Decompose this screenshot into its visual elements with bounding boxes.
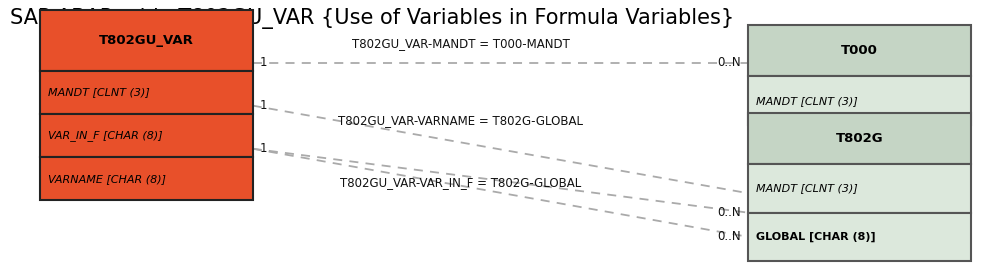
Text: 1: 1 [260, 99, 268, 112]
FancyBboxPatch shape [748, 164, 971, 213]
Text: T802GU_VAR-MANDT = T000-MANDT: T802GU_VAR-MANDT = T000-MANDT [352, 37, 570, 49]
Text: MANDT [CLNT (3)]: MANDT [CLNT (3)] [756, 183, 858, 193]
Text: SAP ABAP table T802GU_VAR {Use of Variables in Formula Variables}: SAP ABAP table T802GU_VAR {Use of Variab… [10, 8, 734, 29]
Text: 0..N: 0..N [717, 230, 741, 243]
FancyBboxPatch shape [748, 213, 971, 261]
Text: MANDT [CLNT (3)]: MANDT [CLNT (3)] [756, 96, 858, 106]
Text: T000: T000 [841, 44, 878, 57]
FancyBboxPatch shape [40, 157, 253, 200]
Text: T802GU_VAR-VAR_IN_F = T802G-GLOBAL: T802GU_VAR-VAR_IN_F = T802G-GLOBAL [340, 176, 582, 188]
FancyBboxPatch shape [748, 113, 971, 164]
FancyBboxPatch shape [748, 25, 971, 76]
Text: 1: 1 [260, 56, 268, 69]
Text: 0..N: 0..N [717, 206, 741, 219]
FancyBboxPatch shape [40, 10, 253, 71]
Text: VARNAME [CHAR (8)]: VARNAME [CHAR (8)] [48, 174, 165, 183]
FancyBboxPatch shape [40, 71, 253, 114]
Text: T802GU_VAR: T802GU_VAR [99, 34, 193, 47]
Text: T802GU_VAR-VARNAME = T802G-GLOBAL: T802GU_VAR-VARNAME = T802G-GLOBAL [338, 115, 584, 127]
FancyBboxPatch shape [40, 114, 253, 157]
FancyBboxPatch shape [748, 76, 971, 125]
Text: 1: 1 [260, 142, 268, 155]
Text: MANDT [CLNT (3)]: MANDT [CLNT (3)] [48, 88, 150, 97]
Text: T802G: T802G [835, 132, 884, 145]
Text: GLOBAL [CHAR (8)]: GLOBAL [CHAR (8)] [756, 232, 876, 242]
Text: 0..N: 0..N [717, 56, 741, 69]
Text: VAR_IN_F [CHAR (8)]: VAR_IN_F [CHAR (8)] [48, 130, 163, 141]
